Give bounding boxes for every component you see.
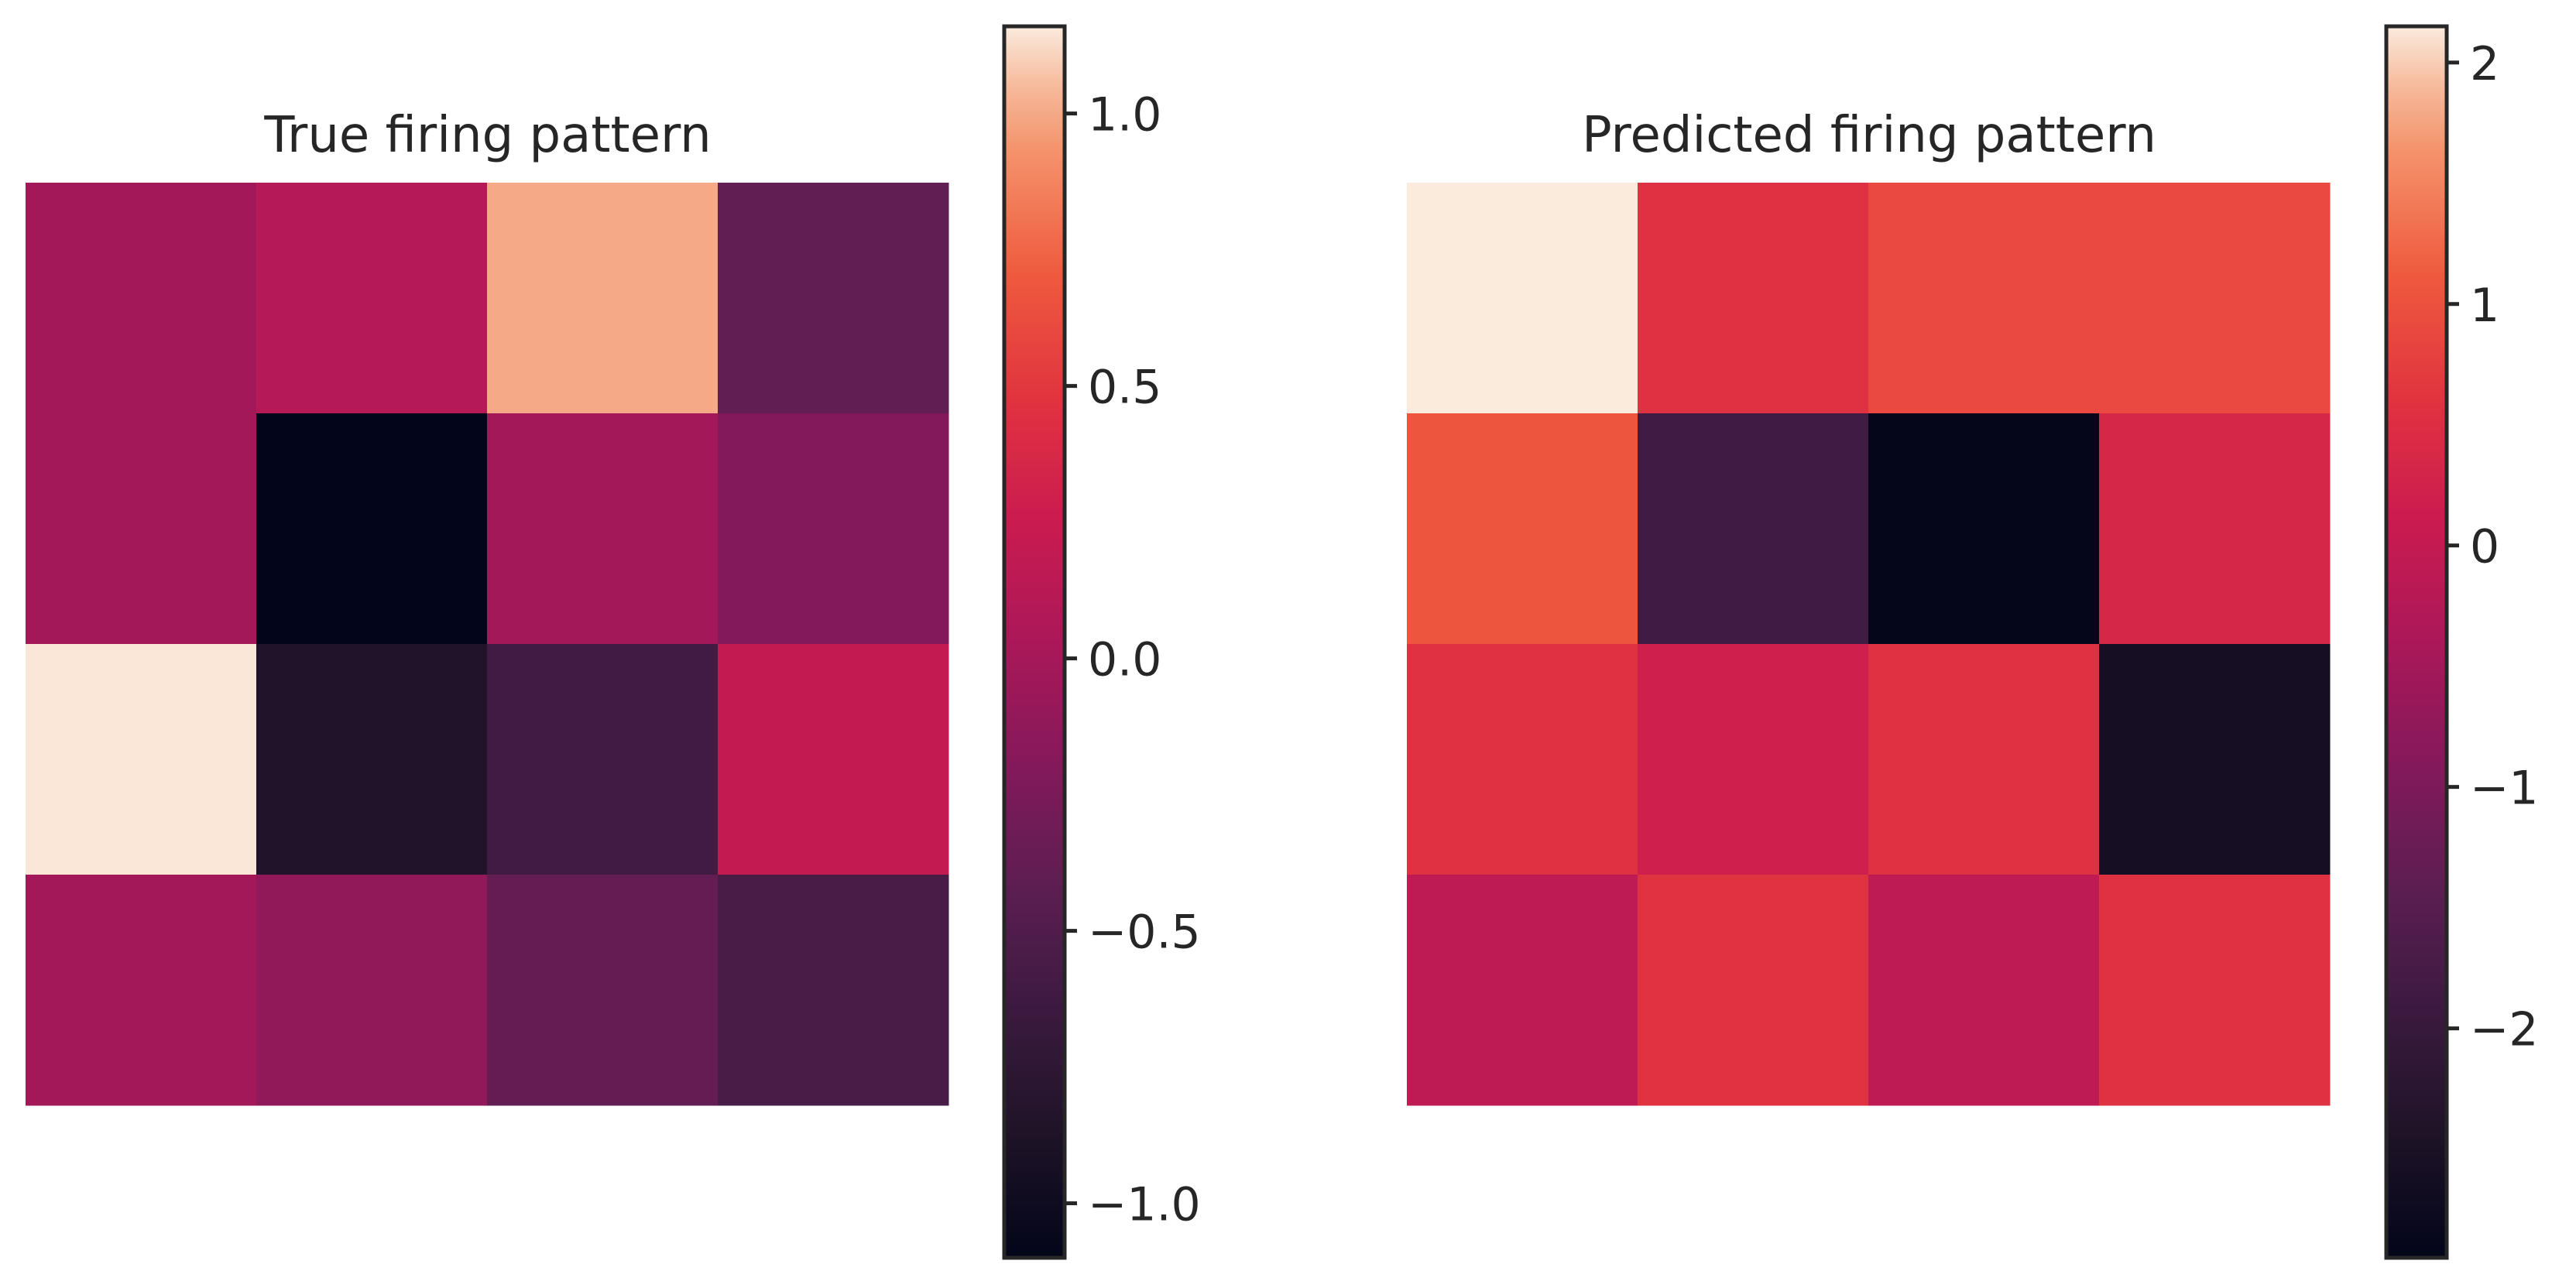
- heatmap-cell-r2-c0: [1407, 644, 1638, 875]
- true-pattern-panel: True firing pattern 1.0 0.5 0.0 −0.5 −1.0: [26, 24, 1201, 1260]
- true-pattern-heatmap: [26, 183, 949, 1106]
- heatmap-cell-r2-c2: [1868, 644, 2100, 875]
- heatmap-cell-r3-c0: [26, 875, 257, 1106]
- heatmap-cell-r0-c2: [487, 183, 719, 414]
- heatmap-cell-r0-c1: [1638, 183, 1869, 414]
- true-pattern-colorbar-ticks: 1.0 0.5 0.0 −0.5 −1.0: [1065, 88, 1201, 1232]
- predicted-pattern-colorbar-gradient: [2384, 24, 2449, 1260]
- predicted-pattern-heatmap: [1407, 183, 2331, 1106]
- heatmap-cell-r3-c2: [1868, 875, 2100, 1106]
- heatmap-cell-r0-c1: [256, 183, 488, 414]
- heatmap-cell-r0-c0: [26, 183, 257, 414]
- heatmap-cell-r3-c2: [487, 875, 719, 1106]
- colorbar-tick-label: 2: [2470, 37, 2499, 91]
- heatmap-cell-r3-c0: [1407, 875, 1638, 1106]
- colorbar-tick-label: 0: [2470, 520, 2499, 574]
- colorbar-tick-label: 1.0: [1088, 88, 1161, 142]
- heatmap-cell-r1-c3: [718, 413, 949, 645]
- colorbar-tick-label: −2: [2470, 1003, 2538, 1057]
- colorbar-tick-label: −1.0: [1088, 1178, 1201, 1232]
- colorbar-tick-label: −1: [2470, 762, 2538, 816]
- heatmap-cell-r2-c2: [487, 644, 719, 875]
- predicted-pattern-colorbar: 2 1 0 −1 −2: [2384, 24, 2538, 1260]
- heatmap-cell-r2-c0: [26, 644, 257, 875]
- predicted-pattern-title: Predicted firing pattern: [1582, 107, 2156, 164]
- colorbar-tick-label: 1: [2470, 279, 2499, 333]
- predicted-pattern-colorbar-ticks: 2 1 0 −1 −2: [2447, 37, 2538, 1057]
- heatmap-cell-r1-c2: [487, 413, 719, 645]
- heatmap-cell-r2-c1: [1638, 644, 1869, 875]
- heatmap-cell-r1-c1: [256, 413, 488, 645]
- heatmap-cell-r1-c3: [2099, 413, 2331, 645]
- colorbar-tick-label: 0.5: [1088, 361, 1161, 415]
- colorbar-tick-label: −0.5: [1088, 906, 1201, 960]
- colorbar-tick-label: 0.0: [1088, 633, 1161, 687]
- true-pattern-colorbar-gradient: [1002, 24, 1067, 1260]
- heatmap-cell-r2-c3: [2099, 644, 2331, 875]
- heatmap-cell-r3-c3: [2099, 875, 2331, 1106]
- heatmap-cell-r1-c0: [26, 413, 257, 645]
- heatmap-cell-r3-c3: [718, 875, 949, 1106]
- heatmap-cell-r0-c2: [1868, 183, 2100, 414]
- true-pattern-colorbar: 1.0 0.5 0.0 −0.5 −1.0: [1002, 24, 1201, 1260]
- heatmap-cell-r0-c3: [718, 183, 949, 414]
- heatmap-cell-r3-c1: [1638, 875, 1869, 1106]
- heatmap-cell-r2-c3: [718, 644, 949, 875]
- heatmap-cell-r1-c1: [1638, 413, 1869, 645]
- true-pattern-title: True firing pattern: [263, 107, 711, 164]
- heatmap-cell-r0-c3: [2099, 183, 2331, 414]
- heatmap-cell-r1-c0: [1407, 413, 1638, 645]
- heatmap-cell-r1-c2: [1868, 413, 2100, 645]
- predicted-pattern-panel: Predicted firing pattern 2 1 0 −1 −2: [1407, 24, 2538, 1260]
- heatmap-cell-r2-c1: [256, 644, 488, 875]
- heatmap-cell-r3-c1: [256, 875, 488, 1106]
- heatmap-cell-r0-c0: [1407, 183, 1638, 414]
